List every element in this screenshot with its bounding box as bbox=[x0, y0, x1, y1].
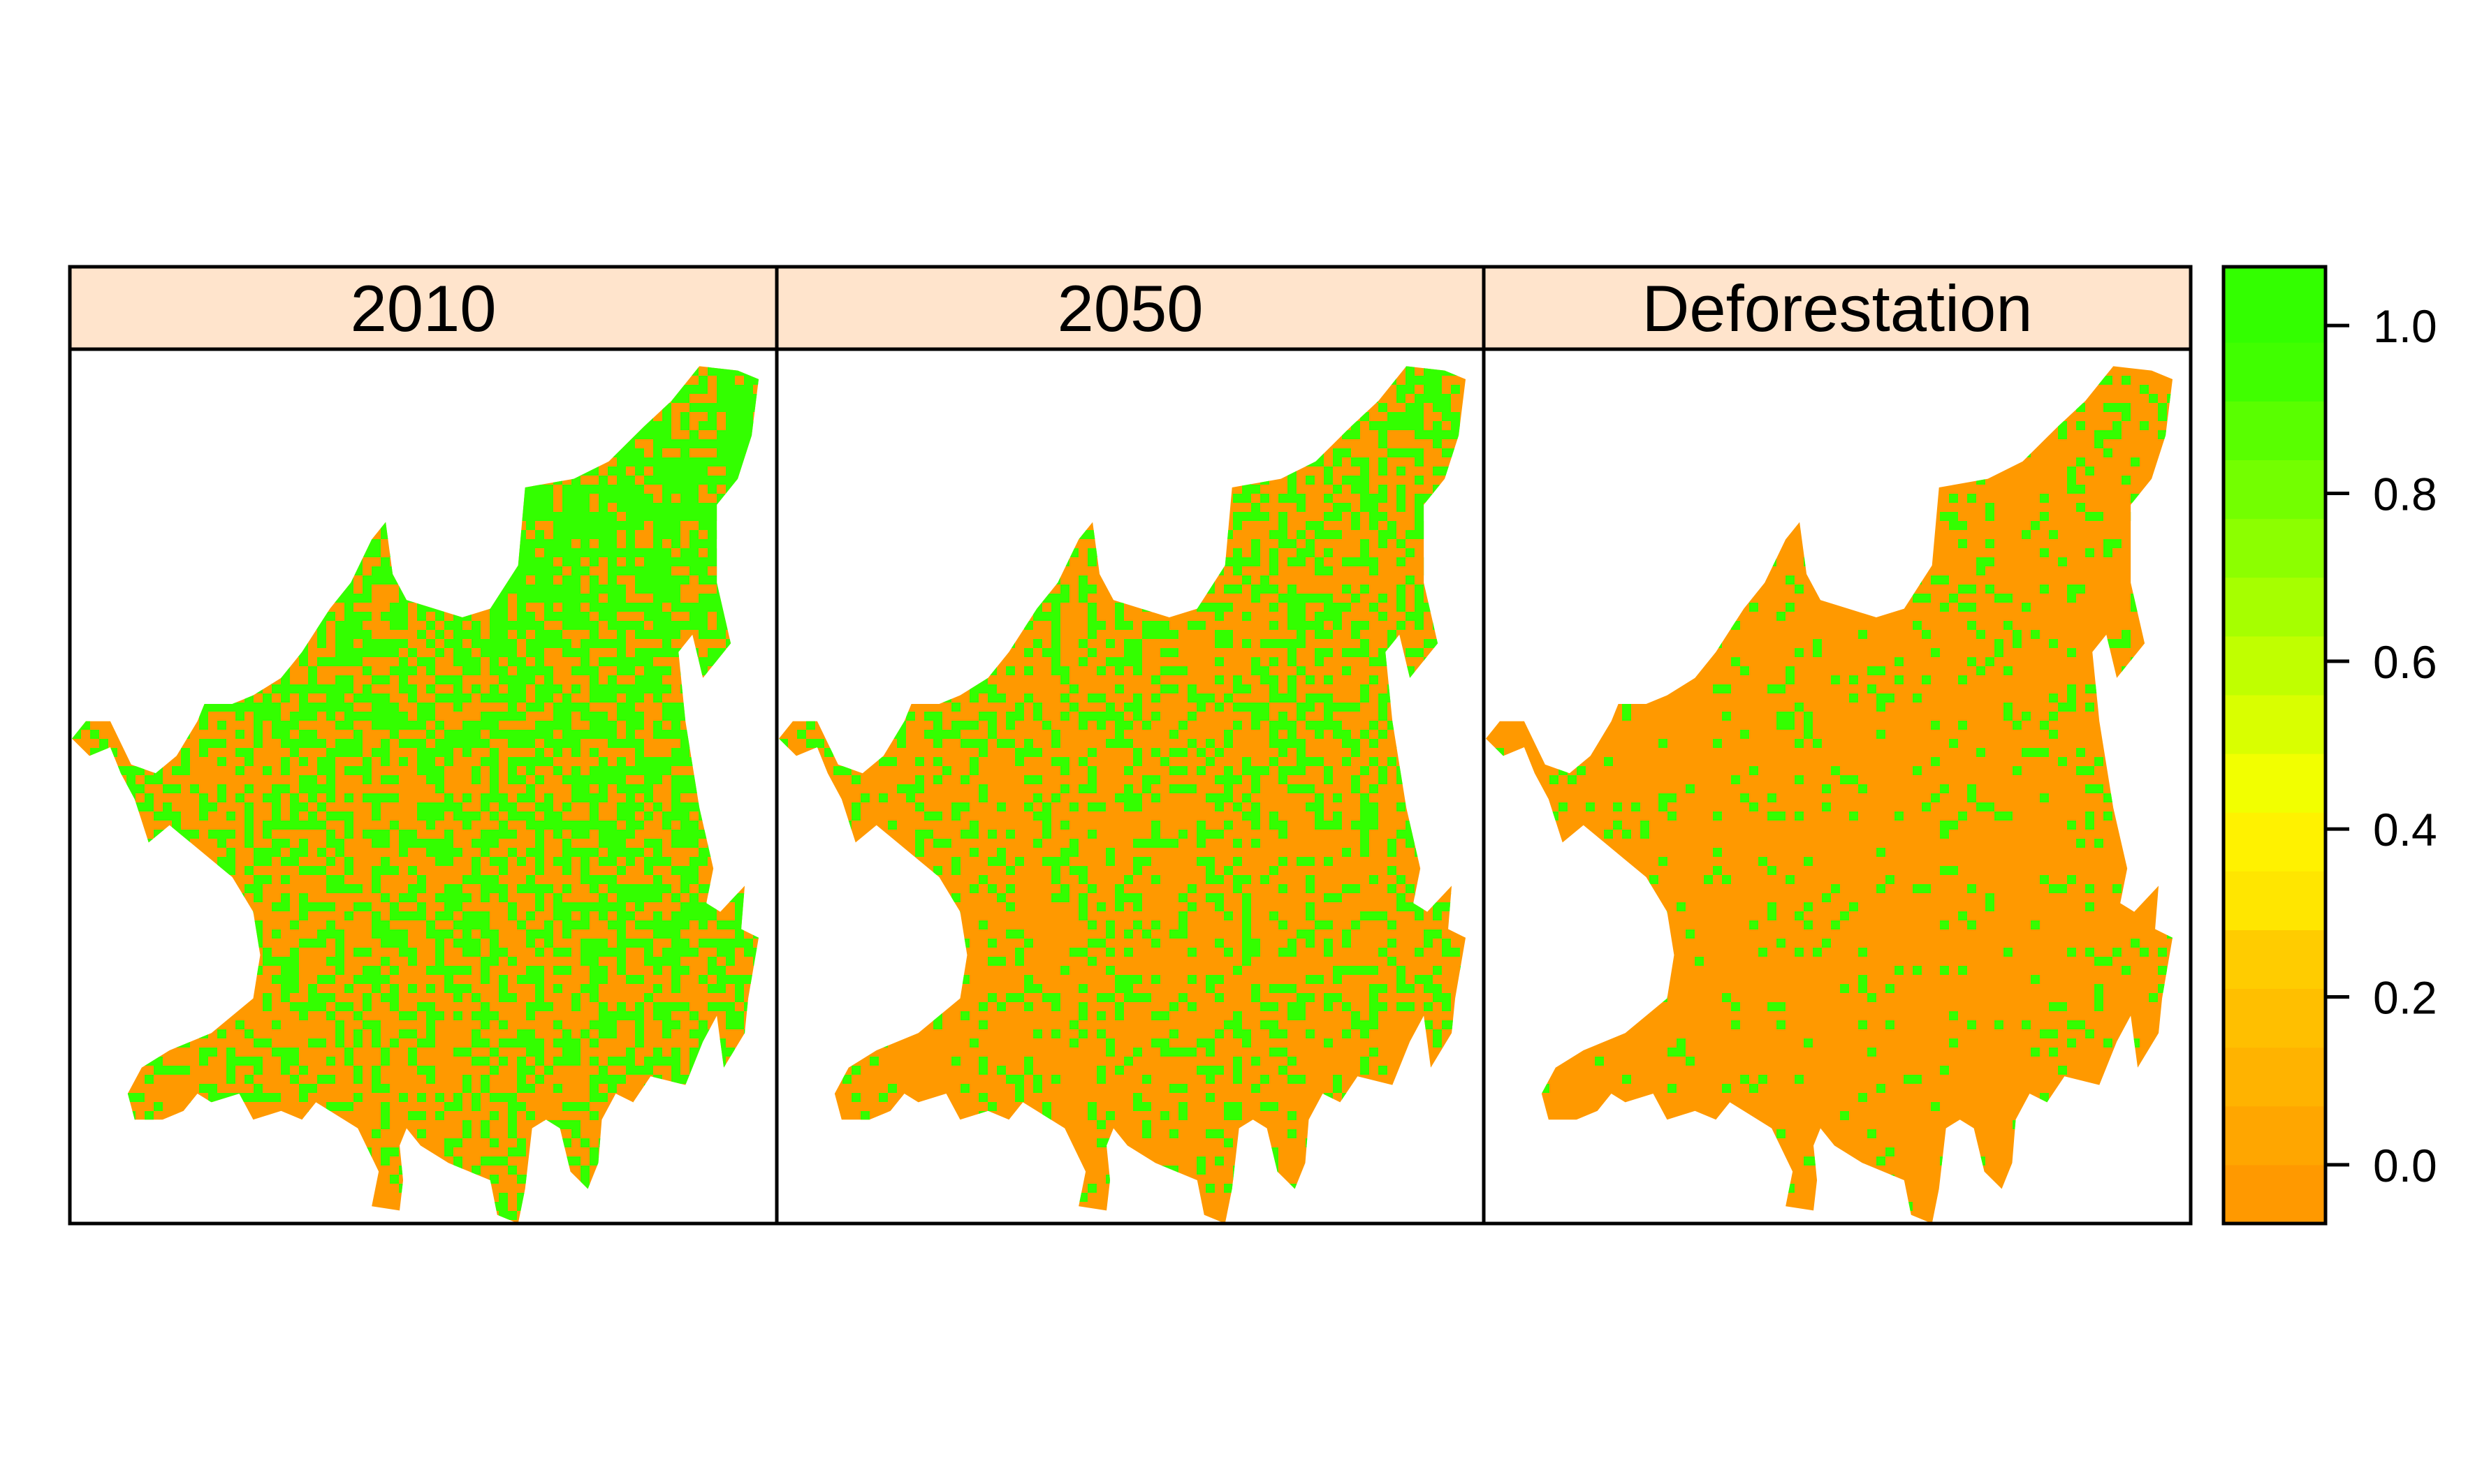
colorkey-band bbox=[2224, 754, 2326, 813]
colorkey: 0.0 0.2 0.4 0.6 0.8 1.0 bbox=[2221, 265, 2437, 1226]
panel-strip bbox=[68, 265, 779, 351]
colorkey-band bbox=[2224, 1105, 2326, 1166]
colorkey-band bbox=[2224, 460, 2326, 520]
colorkey-band bbox=[2224, 988, 2326, 1048]
colorkey-tick-label: 0.0 bbox=[2373, 1140, 2437, 1191]
colorkey-band bbox=[2224, 812, 2326, 872]
colorkey-band bbox=[2224, 401, 2326, 461]
colorkey-band bbox=[2224, 694, 2326, 754]
colorkey-tick-label: 0.4 bbox=[2373, 804, 2437, 855]
colorkey-tick-label: 0.6 bbox=[2373, 636, 2437, 688]
panel-map bbox=[72, 366, 759, 1224]
panel-frame bbox=[1482, 347, 2193, 1226]
colorkey-band bbox=[2224, 342, 2326, 402]
colorkey-band bbox=[2224, 577, 2326, 637]
colorkey-band bbox=[2224, 1047, 2326, 1107]
panel-strip-label: 2010 bbox=[350, 272, 496, 345]
panel-2: 2050 bbox=[775, 265, 1486, 1226]
panel-strip-label: Deforestation bbox=[1642, 272, 2032, 345]
colorkey-band bbox=[2224, 267, 2326, 343]
panel-map bbox=[779, 366, 1466, 1224]
colorkey-tick-label: 1.0 bbox=[2373, 300, 2437, 352]
panels-layer: 2010 2050 Deforestation bbox=[68, 265, 2193, 1226]
colorkey-tick-label: 0.8 bbox=[2373, 468, 2437, 520]
colorkey-band bbox=[2224, 1164, 2326, 1224]
panel-3: Deforestation bbox=[1482, 265, 2193, 1226]
colorkey-band bbox=[2224, 636, 2326, 696]
colorkey-band bbox=[2224, 871, 2326, 930]
panel-map bbox=[1486, 366, 2173, 1224]
colorkey-band bbox=[2224, 930, 2326, 990]
panel-strip-label: 2050 bbox=[1057, 272, 1203, 345]
colorkey-band bbox=[2224, 518, 2326, 578]
colorkey-frame bbox=[2221, 265, 2328, 1226]
panel-1: 2010 bbox=[68, 265, 779, 1226]
colorkey-tick-label: 0.2 bbox=[2373, 972, 2437, 1024]
